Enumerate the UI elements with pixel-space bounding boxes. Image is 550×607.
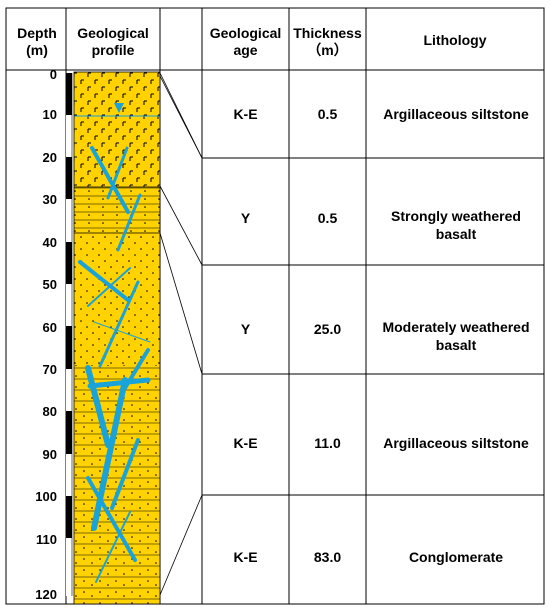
water-level-icon [114, 103, 124, 113]
header-geological-age: Geological age [209, 25, 282, 58]
depth-tick: 30 [42, 192, 57, 207]
row-thickness: 11.0 [314, 435, 341, 451]
header-thickness: Thickness （m） [293, 25, 362, 58]
depth-tick: 20 [42, 150, 57, 165]
fracture-lines [78, 146, 151, 583]
row-lithology: Conglomerate [408, 549, 504, 565]
layer-connectors [159, 72, 203, 596]
rock-column [73, 71, 161, 605]
row-thickness: 25.0 [313, 321, 342, 337]
depth-tick: 80 [42, 404, 57, 419]
depth-tick: 60 [42, 320, 57, 335]
conglomerate-pattern [74, 365, 160, 604]
header-lithology: Lithology [423, 32, 487, 48]
basalt-pattern-upper [74, 72, 160, 187]
table-frame [5, 7, 545, 605]
depth-tick: 90 [42, 447, 57, 462]
depth-tick: 40 [42, 235, 57, 250]
depth-scale-bar [66, 73, 73, 596]
depth-tick: 120 [35, 587, 57, 602]
depth-tick: 100 [35, 489, 57, 504]
depth-tick: 50 [42, 277, 57, 292]
depth-tick: 110 [36, 532, 57, 547]
row-lithology: Argillaceous siltstone [383, 435, 529, 451]
row-age: K-E [233, 435, 258, 451]
row-lithology: Moderately weathered basalt [382, 319, 530, 353]
row-age: K-E [233, 549, 258, 565]
row-thickness: 83.0 [313, 549, 342, 565]
depth-tick: 70 [42, 362, 57, 377]
row-thickness: 0.5 [317, 210, 338, 226]
row-thickness: 0.5 [317, 106, 338, 122]
row-lithology: Strongly weathered basalt [391, 208, 521, 242]
row-age: K-E [233, 106, 258, 122]
header-geological-profile: Geological profile [77, 25, 149, 58]
sandy-pattern [74, 235, 160, 365]
row-age: Y [240, 210, 251, 226]
depth-tick: 0 [49, 67, 57, 82]
header-depth: Depth (m) [17, 25, 57, 58]
depth-tick: 10 [42, 107, 57, 122]
row-lithology: Argillaceous siltstone [383, 106, 529, 122]
row-age: Y [240, 321, 251, 337]
